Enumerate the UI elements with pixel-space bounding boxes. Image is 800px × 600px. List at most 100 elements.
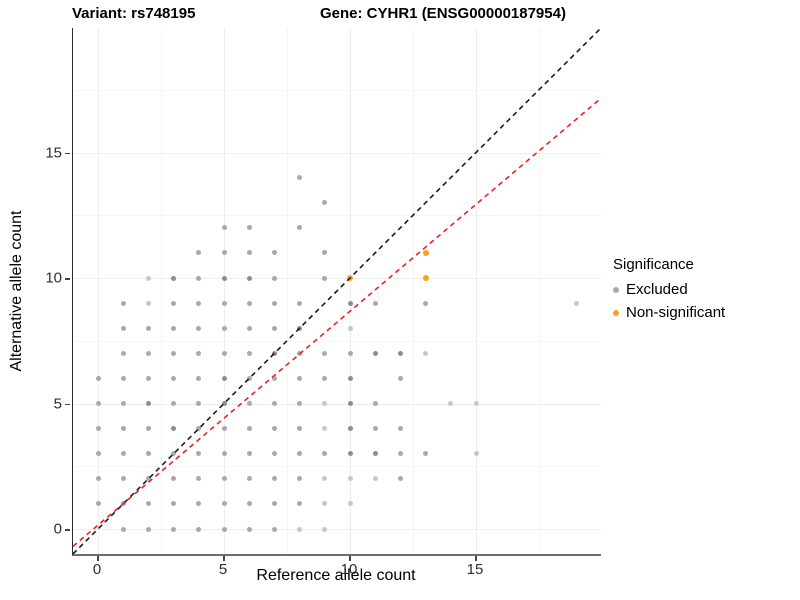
data-point-excluded bbox=[221, 250, 227, 256]
data-point-excluded bbox=[246, 401, 252, 406]
data-point-excluded bbox=[246, 501, 252, 507]
data-point-excluded bbox=[145, 451, 151, 457]
data-point-excluded bbox=[246, 225, 252, 231]
x-minor-gridline bbox=[287, 28, 288, 554]
y-tick-label: 10 bbox=[45, 269, 62, 287]
identity-line bbox=[73, 28, 601, 554]
data-point-excluded bbox=[196, 275, 202, 281]
excluded-swatch-icon bbox=[613, 286, 619, 293]
data-point-excluded bbox=[221, 350, 227, 356]
data-point-excluded bbox=[246, 426, 252, 432]
y-tick-label: 5 bbox=[53, 395, 62, 412]
data-point-excluded bbox=[397, 451, 403, 457]
data-point-excluded bbox=[196, 526, 202, 532]
data-point-excluded bbox=[246, 451, 252, 457]
data-point-excluded bbox=[145, 476, 151, 482]
data-point-excluded bbox=[120, 426, 126, 432]
data-point-excluded bbox=[372, 451, 378, 457]
data-point-excluded bbox=[196, 426, 202, 432]
data-point-excluded bbox=[171, 350, 177, 356]
data-point-excluded bbox=[297, 300, 303, 306]
y-tick-mark bbox=[65, 403, 70, 405]
data-point-excluded bbox=[196, 501, 202, 507]
data-point-excluded bbox=[95, 501, 101, 507]
data-point-excluded bbox=[271, 375, 277, 381]
x-minor-gridline bbox=[413, 28, 414, 554]
data-point-excluded bbox=[473, 451, 479, 457]
data-point-excluded bbox=[145, 300, 151, 306]
y-minor-gridline bbox=[73, 89, 601, 91]
data-point-excluded bbox=[145, 325, 151, 331]
data-point-excluded bbox=[347, 476, 353, 482]
data-point-excluded bbox=[397, 426, 403, 432]
data-point-excluded bbox=[271, 325, 277, 331]
data-point-excluded bbox=[574, 300, 580, 306]
data-point-excluded bbox=[271, 476, 277, 482]
data-point-excluded bbox=[221, 275, 227, 281]
data-point-excluded bbox=[297, 175, 303, 181]
data-point-excluded bbox=[271, 350, 277, 356]
data-point-excluded bbox=[347, 401, 353, 406]
data-point-excluded bbox=[372, 426, 378, 432]
data-point-excluded bbox=[322, 476, 328, 482]
data-point-excluded bbox=[120, 300, 126, 306]
data-point-excluded bbox=[196, 300, 202, 306]
data-point-excluded bbox=[221, 325, 227, 331]
data-point-excluded bbox=[171, 325, 177, 331]
data-point-excluded bbox=[246, 325, 252, 331]
data-point-excluded bbox=[372, 300, 378, 306]
x-tick-mark bbox=[475, 556, 477, 561]
data-point-excluded bbox=[145, 426, 151, 432]
data-point-excluded bbox=[221, 451, 227, 457]
data-point-excluded bbox=[95, 426, 101, 432]
data-point-excluded bbox=[171, 426, 177, 432]
data-point-excluded bbox=[271, 526, 277, 532]
data-point-excluded bbox=[322, 526, 328, 532]
plot-panel bbox=[72, 28, 601, 556]
x-tick-mark bbox=[349, 556, 351, 561]
data-point-excluded bbox=[297, 476, 303, 482]
data-point-excluded bbox=[246, 375, 252, 381]
y-tick-label: 0 bbox=[53, 520, 62, 538]
x-axis-label: Reference allele count bbox=[256, 567, 416, 584]
data-point-excluded bbox=[171, 375, 177, 381]
data-point-excluded bbox=[297, 451, 303, 457]
data-point-excluded bbox=[145, 501, 151, 507]
x-minor-gridline bbox=[539, 28, 540, 554]
data-point-excluded bbox=[196, 401, 202, 406]
data-point-excluded bbox=[347, 501, 353, 507]
legend-title: Significance bbox=[613, 256, 694, 273]
x-minor-gridline bbox=[161, 28, 162, 554]
data-point-excluded bbox=[423, 451, 429, 457]
data-point-excluded bbox=[221, 526, 227, 532]
variant-title: Variant: rs748195 bbox=[72, 5, 196, 22]
data-point-excluded bbox=[297, 225, 303, 231]
fit-line bbox=[73, 97, 601, 547]
y-axis-label: Alternative allele count bbox=[8, 210, 25, 372]
data-point-excluded bbox=[246, 526, 252, 532]
x-tick-label: 15 bbox=[466, 561, 484, 578]
y-major-gridline bbox=[73, 403, 601, 405]
data-point-excluded bbox=[221, 401, 227, 406]
data-point-excluded bbox=[347, 451, 353, 457]
data-point-excluded bbox=[221, 300, 227, 306]
data-point-excluded bbox=[120, 375, 126, 381]
data-point-excluded bbox=[322, 451, 328, 457]
y-tick-label: 15 bbox=[45, 144, 62, 161]
x-tick-label: 5 bbox=[218, 561, 228, 578]
data-point-excluded bbox=[120, 526, 126, 532]
data-point-excluded bbox=[221, 501, 227, 507]
data-point-excluded bbox=[271, 426, 277, 432]
data-point-excluded bbox=[473, 401, 479, 406]
data-point-excluded bbox=[322, 350, 328, 356]
y-minor-gridline bbox=[73, 215, 601, 217]
data-point-excluded bbox=[221, 426, 227, 432]
legend: Significance Excluded Non-significant bbox=[613, 256, 725, 324]
x-major-gridline bbox=[224, 28, 225, 554]
data-point-excluded bbox=[271, 451, 277, 457]
data-point-excluded bbox=[145, 350, 151, 356]
data-point-excluded bbox=[221, 225, 227, 231]
x-tick-label: 0 bbox=[92, 561, 102, 578]
data-point-excluded bbox=[372, 476, 378, 482]
y-major-gridline bbox=[73, 278, 601, 279]
